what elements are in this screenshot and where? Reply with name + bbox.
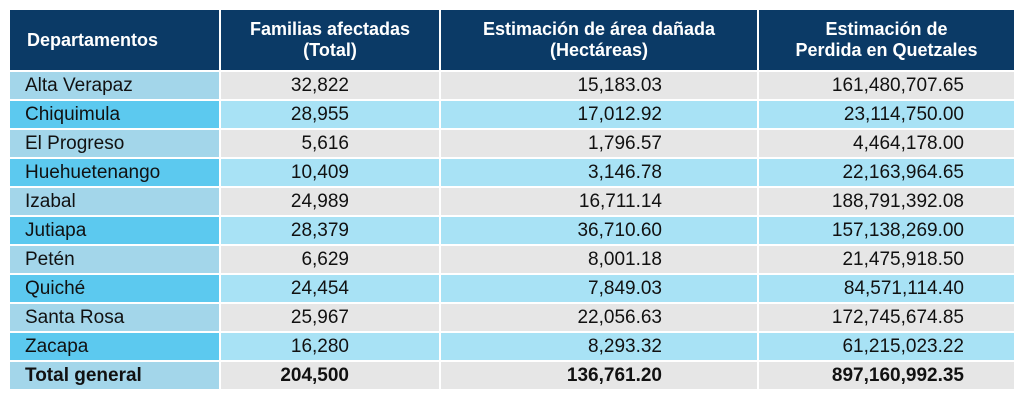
total-row: Total general 204,500 136,761.20 897,160… — [10, 360, 1014, 389]
cell-area: 8,001.18 — [440, 244, 759, 274]
header-perdida-quetzales: Estimación de Perdida en Quetzales — [758, 10, 1014, 71]
table-row: Izabal 24,989 16,711.14 188,791,392.08 — [10, 186, 1014, 216]
cell-departamento: El Progreso — [10, 128, 221, 158]
cell-familias: 28,955 — [220, 99, 441, 129]
cell-familias: 16,280 — [220, 331, 441, 361]
cell-departamento: Izabal — [10, 186, 221, 216]
table-row: Chiquimula 28,955 17,012.92 23,114,750.0… — [10, 99, 1014, 129]
table-row: Santa Rosa 25,967 22,056.63 172,745,674.… — [10, 302, 1014, 332]
cell-area: 16,711.14 — [440, 186, 759, 216]
cell-perdida: 157,138,269.00 — [758, 215, 1014, 245]
total-perdida: 897,160,992.35 — [758, 360, 1014, 389]
table-header: Departamentos Familias afectadas (Total)… — [10, 10, 1014, 71]
cell-area: 7,849.03 — [440, 273, 759, 303]
table-row: El Progreso 5,616 1,796.57 4,464,178.00 — [10, 128, 1014, 158]
cell-departamento: Jutiapa — [10, 215, 221, 245]
table-row: Alta Verapaz 32,822 15,183.03 161,480,70… — [10, 70, 1014, 100]
cell-area: 36,710.60 — [440, 215, 759, 245]
damage-estimates-table: Departamentos Familias afectadas (Total)… — [10, 10, 1014, 389]
table-row: Zacapa 16,280 8,293.32 61,215,023.22 — [10, 331, 1014, 361]
table-container: Departamentos Familias afectadas (Total)… — [10, 10, 1014, 389]
header-area-danada: Estimación de área dañada (Hectáreas) — [440, 10, 759, 71]
cell-familias: 5,616 — [220, 128, 441, 158]
cell-familias: 24,989 — [220, 186, 441, 216]
header-departamentos: Departamentos — [10, 10, 221, 71]
cell-familias: 10,409 — [220, 157, 441, 187]
cell-familias: 28,379 — [220, 215, 441, 245]
header-departamentos-line-1: Departamentos — [27, 29, 159, 50]
header-familias-line-1: Familias afectadas — [249, 19, 411, 39]
cell-perdida: 188,791,392.08 — [758, 186, 1014, 216]
cell-perdida: 4,464,178.00 — [758, 128, 1014, 158]
cell-departamento: Chiquimula — [10, 99, 221, 129]
table-row: Jutiapa 28,379 36,710.60 157,138,269.00 — [10, 215, 1014, 245]
total-familias: 204,500 — [220, 360, 441, 389]
header-perdida-line-1: Estimación de — [825, 19, 948, 39]
cell-perdida: 84,571,114.40 — [758, 273, 1014, 303]
cell-perdida: 23,114,750.00 — [758, 99, 1014, 129]
cell-familias: 6,629 — [220, 244, 441, 274]
header-area-line-1: Estimación de área dañada — [482, 19, 716, 39]
header-area-line-2: (Hectáreas) — [549, 40, 649, 60]
cell-departamento: Alta Verapaz — [10, 70, 221, 100]
cell-departamento: Quiché — [10, 273, 221, 303]
table-row: Petén 6,629 8,001.18 21,475,918.50 — [10, 244, 1014, 274]
cell-area: 22,056.63 — [440, 302, 759, 332]
cell-familias: 24,454 — [220, 273, 441, 303]
cell-area: 15,183.03 — [440, 70, 759, 100]
cell-departamento: Santa Rosa — [10, 302, 221, 332]
cell-familias: 25,967 — [220, 302, 441, 332]
header-familias-afectadas: Familias afectadas (Total) — [220, 10, 441, 71]
cell-area: 17,012.92 — [440, 99, 759, 129]
cell-perdida: 61,215,023.22 — [758, 331, 1014, 361]
cell-perdida: 22,163,964.65 — [758, 157, 1014, 187]
header-familias-line-2: (Total) — [303, 40, 357, 60]
total-label: Total general — [10, 360, 221, 389]
cell-perdida: 161,480,707.65 — [758, 70, 1014, 100]
cell-area: 1,796.57 — [440, 128, 759, 158]
total-area: 136,761.20 — [440, 360, 759, 389]
cell-familias: 32,822 — [220, 70, 441, 100]
cell-perdida: 172,745,674.85 — [758, 302, 1014, 332]
cell-area: 3,146.78 — [440, 157, 759, 187]
table-row: Huehuetenango 10,409 3,146.78 22,163,964… — [10, 157, 1014, 187]
cell-departamento: Petén — [10, 244, 221, 274]
cell-departamento: Zacapa — [10, 331, 221, 361]
cell-area: 8,293.32 — [440, 331, 759, 361]
header-row: Departamentos Familias afectadas (Total)… — [10, 10, 1014, 71]
cell-departamento: Huehuetenango — [10, 157, 221, 187]
table-body: Alta Verapaz 32,822 15,183.03 161,480,70… — [10, 70, 1014, 389]
table-row: Quiché 24,454 7,849.03 84,571,114.40 — [10, 273, 1014, 303]
cell-perdida: 21,475,918.50 — [758, 244, 1014, 274]
header-perdida-line-2: Perdida en Quetzales — [795, 40, 978, 60]
